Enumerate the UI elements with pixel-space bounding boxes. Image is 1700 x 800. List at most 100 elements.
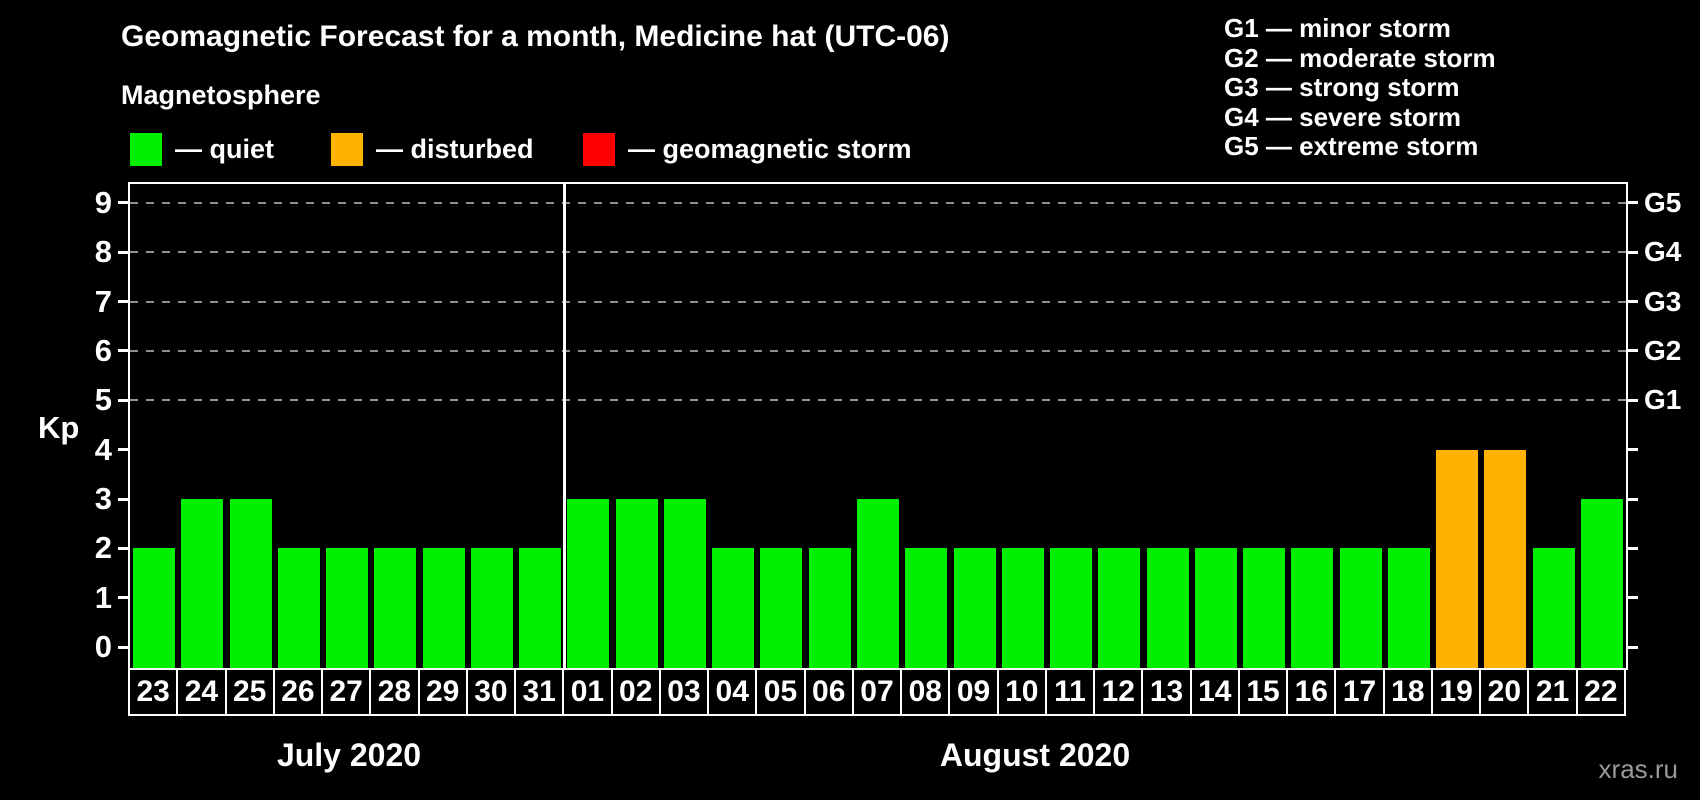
- magnetosphere-label: Magnetosphere: [121, 80, 321, 110]
- y-axis-tick-left: [118, 596, 128, 600]
- kp-bar-26: [277, 548, 320, 668]
- date-label: 24: [176, 668, 227, 716]
- date-label: 28: [369, 668, 420, 716]
- kp-bar-23: [133, 548, 176, 668]
- kp-bar-11: [1050, 548, 1093, 668]
- y-axis-tick-left: [118, 448, 128, 452]
- gridline-kp5: [130, 399, 1626, 402]
- kp-bar-16: [1291, 548, 1334, 668]
- legend-item-storm: — geomagnetic storm: [583, 133, 912, 166]
- date-label: 18: [1382, 668, 1433, 716]
- watermark: xras.ru: [1598, 754, 1678, 784]
- date-label: 09: [948, 668, 999, 716]
- kp-bar-27: [326, 548, 369, 668]
- gridline-kp8: [130, 251, 1626, 254]
- y-axis-tick-right: [1628, 349, 1638, 353]
- y-axis-tick-right: [1628, 596, 1638, 600]
- y-axis-tick-right: [1628, 546, 1638, 550]
- y-axis-tick-label: 8: [94, 234, 112, 270]
- month-label-july: July 2020: [276, 737, 422, 773]
- kp-bar-06: [808, 548, 851, 668]
- kp-bar-12: [1098, 548, 1141, 668]
- y-axis-tick-left: [118, 349, 128, 353]
- kp-bar-15: [1243, 548, 1286, 668]
- y-axis-tick-left: [118, 201, 128, 205]
- y-axis-tick-right: [1628, 645, 1638, 649]
- y-axis-tick-label: 0: [94, 629, 112, 665]
- storm-scale-line: G3 — strong storm: [1224, 72, 1460, 102]
- kp-bar-04: [712, 548, 755, 668]
- kp-bar-29: [422, 548, 465, 668]
- gridline-kp6: [130, 349, 1626, 352]
- disturbed-color-swatch: [331, 133, 363, 166]
- y-axis-tick-label: 6: [94, 332, 112, 368]
- y-axis-tick-right: [1628, 448, 1638, 452]
- date-label: 20: [1479, 668, 1530, 716]
- kp-axis-title: Kp: [38, 410, 80, 445]
- kp-bar-13: [1146, 548, 1189, 668]
- y-axis-tick-label: 1: [94, 579, 112, 615]
- month-label-august: August 2020: [939, 737, 1131, 773]
- date-label: 26: [272, 668, 324, 716]
- date-label: 06: [803, 668, 854, 716]
- date-label: 13: [1141, 668, 1192, 716]
- y-axis-tick-label: 9: [94, 184, 112, 220]
- date-label: 22: [1575, 668, 1626, 716]
- g-scale-label-g3: G3: [1644, 285, 1682, 317]
- date-label: 16: [1286, 668, 1337, 716]
- date-label: 08: [900, 668, 951, 716]
- gridline-kp7: [130, 300, 1626, 303]
- kp-bar-31: [519, 548, 562, 668]
- legend-label-disturbed: — disturbed: [376, 134, 534, 164]
- y-axis-tick-left: [118, 398, 128, 402]
- kp-bar-09: [953, 548, 996, 668]
- date-label: 04: [707, 668, 758, 716]
- y-axis-tick-right: [1628, 201, 1638, 205]
- chart-title: Geomagnetic Forecast for a month, Medici…: [121, 20, 950, 53]
- quiet-color-swatch: [130, 133, 162, 166]
- legend-label-storm: — geomagnetic storm: [628, 134, 912, 164]
- date-label: 17: [1334, 668, 1385, 716]
- date-label: 29: [417, 668, 468, 716]
- storm-scale-line: G5 — extreme storm: [1224, 131, 1479, 161]
- g-scale-label-g5: G5: [1644, 186, 1682, 218]
- date-label: 12: [1093, 668, 1144, 716]
- y-axis-tick-left: [118, 250, 128, 254]
- date-label: 30: [465, 668, 517, 716]
- date-label: 01: [562, 668, 613, 716]
- kp-bar-10: [1001, 548, 1044, 668]
- y-axis-tick-left: [118, 300, 128, 304]
- storm-scale-legend: G1 — minor storm G2 — moderate storm G3 — …: [1224, 13, 1496, 162]
- date-label: 31: [514, 668, 565, 716]
- kp-bar-08: [905, 548, 948, 668]
- kp-bar-17: [1339, 548, 1382, 668]
- y-axis-tick-label: 3: [94, 481, 112, 517]
- y-axis-tick-right: [1628, 300, 1638, 304]
- date-label: 15: [1237, 668, 1289, 716]
- g-scale-label-g2: G2: [1644, 334, 1682, 366]
- date-label: 19: [1430, 668, 1482, 716]
- g-scale-label-g1: G1: [1644, 384, 1682, 416]
- kp-bar-28: [374, 548, 417, 668]
- y-axis-tick-right: [1628, 250, 1638, 254]
- g-scale-label-g4: G4: [1644, 236, 1682, 268]
- kp-bar-14: [1194, 548, 1237, 668]
- date-label: 27: [321, 668, 372, 716]
- storm-scale-line: G1 — minor storm: [1224, 13, 1451, 43]
- date-label: 03: [658, 668, 710, 716]
- y-axis-tick-label: 2: [94, 530, 112, 566]
- date-label: 21: [1527, 668, 1578, 716]
- y-axis-tick-left: [118, 546, 128, 550]
- date-label: 23: [128, 668, 179, 716]
- y-axis-tick-left: [118, 497, 128, 501]
- plot-area: [128, 182, 1628, 670]
- kp-bar-25: [229, 499, 272, 668]
- legend-item-disturbed: — disturbed: [331, 133, 534, 166]
- kp-bar-01: [567, 499, 610, 668]
- y-axis-tick-right: [1628, 497, 1638, 501]
- kp-bar-19: [1436, 449, 1479, 668]
- y-axis-tick-left: [118, 645, 128, 649]
- kp-bar-07: [857, 499, 899, 668]
- month-separator-line: [562, 184, 566, 668]
